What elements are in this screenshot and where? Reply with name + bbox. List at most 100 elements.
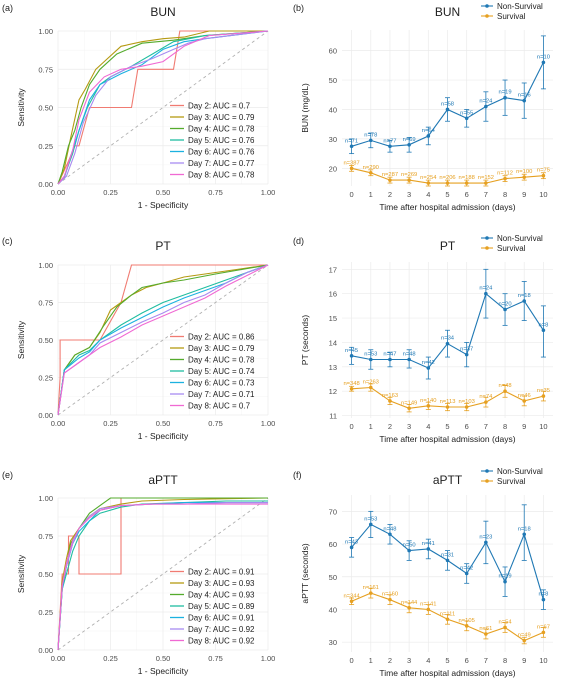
trend-aptt-data-point bbox=[484, 632, 488, 636]
roc-aptt-ytick-label: 1.00 bbox=[38, 494, 53, 503]
trend-aptt-count-label: n=161 bbox=[363, 585, 379, 591]
trend-pt-ytick-label: 16 bbox=[329, 290, 337, 299]
trend-pt-x-axis-label: Time after hospital admission (days) bbox=[379, 434, 515, 444]
roc-aptt-x-axis-label: 1 - Specificity bbox=[138, 666, 189, 676]
trend-pt-ytick-label: 17 bbox=[329, 265, 337, 274]
roc-pt-legend-label: Day 3: AUC = 0.79 bbox=[188, 344, 255, 353]
roc-bun-ytick-label: 0.75 bbox=[38, 65, 53, 74]
trend-pt-data-point bbox=[503, 389, 507, 393]
roc-bun-ytick-label: 0.00 bbox=[38, 180, 53, 189]
trend-pt-count-label: n=149 bbox=[401, 400, 417, 406]
trend-bun-count-label: n=16 bbox=[518, 93, 531, 99]
trend-pt-legend-marker bbox=[485, 246, 489, 250]
trend-bun-xtick-label: 1 bbox=[369, 190, 373, 199]
trend-bun-data-point bbox=[503, 95, 507, 100]
trend-pt-count-label: n=74 bbox=[479, 394, 493, 400]
trend-bun-xtick-label: 9 bbox=[522, 190, 526, 199]
trend-aptt-count-label: n=42 bbox=[460, 566, 473, 572]
trend-bun-count-label: n=287 bbox=[382, 172, 398, 178]
trend-bun-count-label: n=77 bbox=[383, 138, 396, 144]
trend-bun-data-point bbox=[464, 116, 469, 121]
roc-pt-xtick-label: 0.00 bbox=[51, 419, 66, 428]
roc-aptt-chart-title: aPTT bbox=[148, 473, 178, 487]
trend-pt-count-label: n=263 bbox=[363, 380, 379, 386]
trend-bun-data-point bbox=[484, 181, 488, 185]
roc-bun-legend-label: Day 7: AUC = 0.77 bbox=[188, 159, 255, 168]
roc-aptt-xtick-label: 0.75 bbox=[208, 654, 223, 663]
trend-bun-ytick-label: 30 bbox=[329, 135, 337, 144]
trend-pt-data-point bbox=[407, 406, 411, 411]
trend-bun-data-point bbox=[349, 166, 354, 171]
roc-pt-chart-title: PT bbox=[155, 239, 171, 253]
roc-aptt-legend-label: Day 7: AUC = 0.92 bbox=[188, 625, 255, 634]
trend-aptt-xtick-label: 10 bbox=[539, 656, 547, 665]
trend-bun-panel-label: (b) bbox=[293, 3, 304, 13]
trend-pt-ytick-label: 15 bbox=[329, 314, 337, 323]
trend-aptt-ytick-label: 50 bbox=[329, 573, 337, 582]
trend-bun-chart-title: BUN bbox=[435, 5, 460, 19]
roc-pt-legend-label: Day 4: AUC = 0.78 bbox=[188, 356, 255, 365]
trend-aptt-data-point bbox=[503, 625, 507, 630]
trend-aptt-xtick-label: 6 bbox=[465, 656, 469, 665]
trend-aptt-xtick-label: 4 bbox=[426, 656, 430, 665]
roc-bun-xtick-label: 0.75 bbox=[208, 188, 223, 197]
trend-pt-count-label: n=47 bbox=[383, 352, 396, 358]
trend-pt-count-label: n=24 bbox=[479, 286, 493, 292]
trend-pt-ytick-label: 12 bbox=[329, 387, 337, 396]
trend-pt-data-point bbox=[503, 307, 507, 312]
trend-pt-data-point bbox=[426, 366, 431, 370]
trend-aptt-data-point bbox=[541, 630, 546, 635]
trend-pt-data-point bbox=[541, 328, 546, 333]
trend-pt-xtick-label: 2 bbox=[388, 422, 392, 431]
trend-pt-count-label: n=42 bbox=[422, 360, 435, 366]
trend-pt-count-label: n=34 bbox=[441, 336, 455, 342]
roc-pt-legend-label: Day 8: AUC = 0.7 bbox=[188, 402, 251, 411]
trend-pt-count-label: n=37 bbox=[460, 347, 473, 353]
roc-aptt-xtick-label: 0.50 bbox=[156, 654, 171, 663]
trend-pt-legend-marker bbox=[485, 236, 489, 240]
trend-bun-count-label: n=152 bbox=[478, 175, 494, 181]
roc-pt-ytick-label: 0.00 bbox=[38, 411, 53, 420]
trend-bun-data-point bbox=[522, 175, 527, 179]
trend-bun-xtick-label: 3 bbox=[407, 190, 411, 199]
roc-bun-chart: 0.00 0.25 0.50 0.75 1.00 0.00 0.25 0.50 0.75 1.00… bbox=[2, 3, 275, 210]
trend-pt-xtick-label: 5 bbox=[445, 422, 449, 431]
roc-pt-legend-label: Day 2: AUC = 0.86 bbox=[188, 333, 255, 342]
roc-bun-chart-title: BUN bbox=[150, 5, 175, 19]
trend-aptt-xtick-label: 8 bbox=[503, 656, 507, 665]
trend-pt-count-label: n=8 bbox=[538, 322, 548, 328]
trend-bun-data-point bbox=[445, 181, 450, 185]
roc-bun-xtick-label: 0.50 bbox=[156, 188, 171, 197]
trend-aptt-chart-title: aPTT bbox=[433, 473, 463, 487]
trend-pt-data-point bbox=[407, 357, 411, 362]
trend-aptt-ytick-label: 70 bbox=[329, 507, 337, 516]
trend-aptt-count-label: n=18 bbox=[518, 526, 531, 532]
trend-pt-ytick-label: 11 bbox=[329, 412, 337, 421]
trend-aptt-data-point bbox=[368, 591, 373, 595]
trend-bun-ytick-label: 60 bbox=[329, 47, 337, 56]
roc-aptt-ytick-label: 0.75 bbox=[38, 532, 53, 541]
trend-aptt-data-point bbox=[349, 545, 354, 550]
trend-bun-count-label: n=58 bbox=[441, 101, 454, 107]
trend-pt-count-label: n=48 bbox=[403, 352, 416, 358]
trend-aptt-legend-label: Survival bbox=[497, 477, 526, 486]
trend-bun-xtick-label: 7 bbox=[484, 190, 488, 199]
roc-bun-roc-curve-day-8 bbox=[57, 30, 269, 185]
trend-bun-x-axis-label: Time after hospital admission (days) bbox=[379, 202, 515, 212]
trend-aptt-data-point bbox=[522, 638, 527, 643]
roc-bun-legend-label: Day 4: AUC = 0.78 bbox=[188, 125, 255, 134]
trend-pt-panel-label: (d) bbox=[293, 236, 304, 246]
trend-pt-xtick-label: 4 bbox=[426, 422, 430, 431]
trend-pt-data-point bbox=[484, 400, 488, 404]
roc-pt-ytick-label: 0.25 bbox=[38, 374, 53, 383]
trend-pt-xtick-label: 0 bbox=[350, 422, 354, 431]
trend-pt-data-point bbox=[368, 357, 373, 362]
trend-bun-count-label: n=254 bbox=[420, 175, 437, 181]
trend-pt-data-point bbox=[464, 352, 469, 357]
trend-aptt-legend-marker bbox=[485, 469, 489, 473]
roc-pt-x-axis-label: 1 - Specificity bbox=[138, 431, 189, 441]
roc-bun-xtick-label: 0.00 bbox=[51, 188, 66, 197]
roc-aptt-legend-label: Day 3: AUC = 0.93 bbox=[188, 579, 255, 588]
trend-aptt-data-point bbox=[388, 532, 392, 537]
